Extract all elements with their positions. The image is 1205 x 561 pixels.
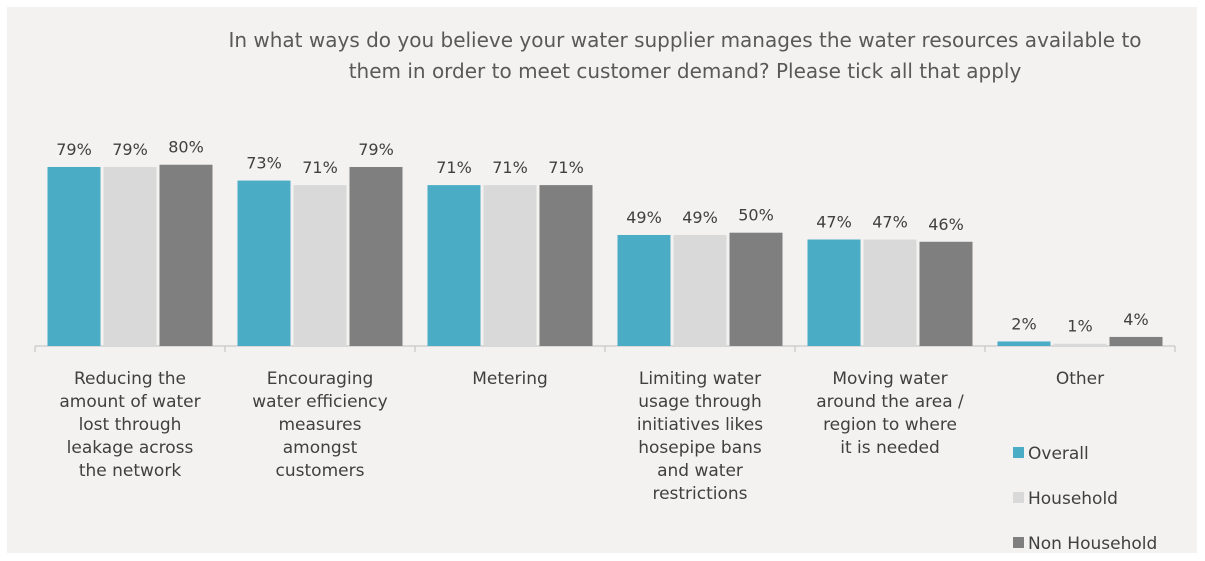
legend-swatch	[1013, 492, 1024, 503]
bar	[673, 234, 727, 346]
x-tick-label: Metering	[472, 369, 548, 389]
bar	[1053, 343, 1107, 346]
bar	[539, 185, 593, 346]
value-label: 79%	[358, 140, 394, 159]
legend-swatch	[1013, 537, 1024, 548]
value-label: 2%	[1011, 314, 1036, 333]
value-label: 47%	[872, 212, 908, 231]
value-label: 46%	[928, 215, 964, 234]
value-label: 71%	[492, 158, 528, 177]
bar	[483, 185, 537, 346]
x-tick-label: Reducing the amount of water lost through l…	[59, 369, 200, 481]
x-tick-label: Other	[1056, 369, 1104, 389]
legend-label: Household	[1028, 489, 1118, 509]
value-label: 47%	[816, 212, 852, 231]
value-label: 49%	[626, 208, 662, 227]
x-tick-label: Limiting water usage through initiatives l…	[637, 369, 763, 504]
value-label: 71%	[548, 158, 584, 177]
bar	[427, 185, 481, 346]
bar	[919, 241, 973, 346]
legend-label: Overall	[1028, 444, 1089, 464]
bar	[293, 185, 347, 346]
value-label: 71%	[436, 158, 472, 177]
bar	[729, 232, 783, 346]
bar	[349, 166, 403, 346]
legend-swatch	[1013, 447, 1024, 458]
bar	[997, 341, 1051, 346]
value-label: 79%	[56, 140, 92, 159]
bar	[863, 239, 917, 346]
value-label: 1%	[1067, 317, 1092, 336]
bar	[617, 234, 671, 346]
x-tick-label: Encouraging water efficiency measures among…	[252, 369, 387, 481]
value-label: 71%	[302, 158, 338, 177]
bar	[159, 164, 213, 346]
x-tick-label: Moving water around the area / region to w…	[816, 369, 964, 458]
bar	[807, 239, 861, 346]
bar	[237, 180, 291, 346]
value-label: 80%	[168, 138, 204, 157]
value-label: 49%	[682, 208, 718, 227]
bar	[103, 166, 157, 346]
bar	[1109, 336, 1163, 346]
legend-label: Non Household	[1028, 534, 1157, 554]
bar	[47, 166, 101, 346]
value-label: 79%	[112, 140, 148, 159]
chart-title: In what ways do you believe your water s…	[228, 28, 1141, 83]
value-label: 50%	[738, 206, 774, 225]
value-label: 73%	[246, 154, 282, 173]
value-label: 4%	[1123, 310, 1148, 329]
